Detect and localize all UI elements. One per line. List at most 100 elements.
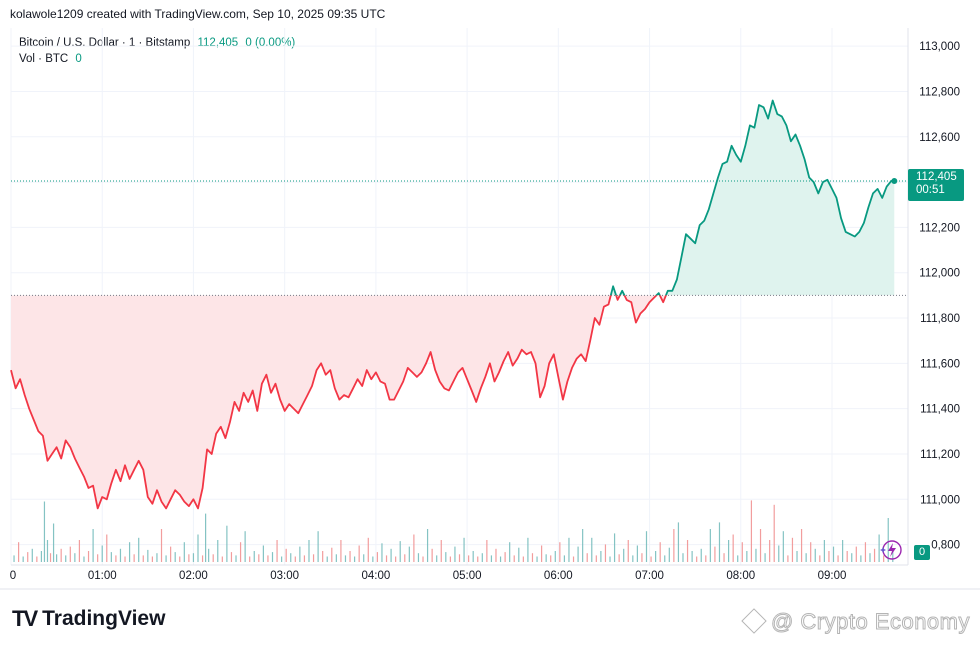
tradingview-brand[interactable]: TV TradingView <box>12 606 165 632</box>
volume-bar <box>340 540 342 562</box>
volume-bar <box>696 556 698 562</box>
volume-bar <box>540 545 543 562</box>
volume-bar <box>705 555 707 562</box>
volume-bar <box>244 531 246 562</box>
volume-bar <box>613 533 616 562</box>
x-tick-label: 08:00 <box>726 570 755 582</box>
volume-bar <box>641 553 643 562</box>
volume-bar <box>390 548 392 562</box>
area-fills <box>11 100 895 509</box>
volume-bar <box>782 531 784 562</box>
volume-bar <box>404 554 406 562</box>
volume-bar <box>179 556 181 562</box>
volume-bar <box>454 546 456 562</box>
volume-bar <box>160 529 163 562</box>
volume-bar <box>531 553 534 562</box>
volume-bar <box>627 540 629 562</box>
volume-bar <box>819 555 821 562</box>
current-price-label: 112,405 00:51 <box>908 169 964 201</box>
volume-bar <box>495 548 497 562</box>
volume-bar <box>217 540 219 562</box>
volume-bar <box>673 529 675 562</box>
volume-bar <box>285 548 287 562</box>
volume-bar <box>27 552 29 562</box>
volume-bar <box>299 546 301 562</box>
volume-bar <box>477 556 479 562</box>
created-by-text: kolawole1209 created with TradingView.co… <box>10 7 386 21</box>
volume-bar <box>559 542 561 562</box>
volume-bar <box>851 553 853 562</box>
volume-bar <box>97 554 99 562</box>
volume-bar <box>188 554 190 562</box>
volume-bar <box>344 555 347 562</box>
volume-bar <box>878 534 880 562</box>
volume-bar <box>842 540 844 562</box>
volume-bar <box>440 540 442 562</box>
y-tick-label: 112,600 <box>919 132 960 144</box>
volume-bar <box>582 529 584 562</box>
volume-bar <box>568 537 570 562</box>
volume-bars <box>13 500 894 562</box>
volume-bar <box>677 522 680 562</box>
legend-volume-label[interactable]: Vol · BTC <box>19 53 69 65</box>
volume-bar <box>518 547 520 562</box>
volume-bar <box>212 554 214 562</box>
volume-bar <box>119 548 122 562</box>
volume-bar <box>545 554 547 562</box>
volume-bar <box>133 554 135 562</box>
volume-bar <box>604 544 607 562</box>
volume-bar <box>165 555 167 562</box>
volume-bar <box>600 551 602 562</box>
volume-bar <box>472 551 474 562</box>
volume-bar <box>413 534 415 562</box>
volume-bar <box>449 556 451 562</box>
tradingview-logo-icon: TV <box>12 606 38 631</box>
volume-bar <box>746 551 748 562</box>
volume-bar <box>764 553 766 562</box>
volume-bar <box>276 540 278 562</box>
volume-bar <box>367 537 369 562</box>
y-tick-label: 0,800 <box>931 540 960 552</box>
volume-bar <box>632 555 634 562</box>
x-tick-label: 06:00 <box>544 570 573 582</box>
volume-bar <box>49 553 52 562</box>
lightning-icon[interactable] <box>877 539 903 561</box>
volume-bar <box>513 555 515 562</box>
y-tick-label: 113,000 <box>919 41 960 53</box>
volume-bar <box>101 545 103 562</box>
volume-bar <box>778 545 780 562</box>
volume-bar <box>322 551 324 562</box>
volume-bar <box>686 540 689 562</box>
volume-bar <box>170 546 172 562</box>
volume-bar <box>563 555 566 562</box>
volume-bar <box>239 542 242 562</box>
volume-bar <box>197 534 199 562</box>
volume-bar <box>110 552 112 562</box>
volume-bar <box>595 555 597 562</box>
volume-bar <box>128 542 131 562</box>
volume-bar <box>258 554 260 562</box>
volume-bar <box>331 547 333 562</box>
volume-bar <box>142 555 144 562</box>
volume-bar <box>395 556 397 562</box>
volume-bar <box>281 556 283 562</box>
volume-bar <box>718 522 721 562</box>
volume-bar <box>728 540 730 562</box>
volume-bar <box>18 542 20 562</box>
volume-bar <box>271 552 274 562</box>
current-price-value: 112,405 <box>916 171 957 183</box>
volume-bar <box>463 537 465 562</box>
volume-bar <box>221 556 223 562</box>
volume-bar <box>787 555 789 562</box>
y-tick-label: 112,000 <box>919 268 960 280</box>
volume-bar <box>267 555 269 562</box>
volume-bar <box>385 555 388 562</box>
volume-bar <box>235 555 237 562</box>
x-tick-label: 02:00 <box>179 570 208 582</box>
price-lines <box>10 99 908 510</box>
volume-bar <box>335 554 337 562</box>
x-tick-label: 09:00 <box>818 570 847 582</box>
volume-bar <box>399 541 401 562</box>
x-tick-label: 01:00 <box>88 570 117 582</box>
